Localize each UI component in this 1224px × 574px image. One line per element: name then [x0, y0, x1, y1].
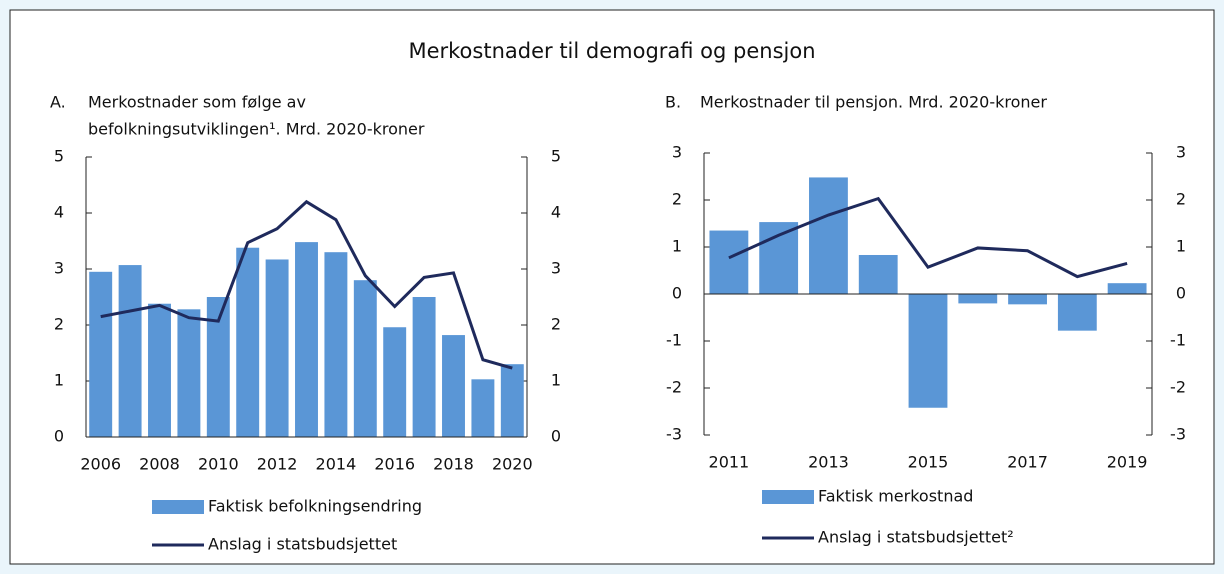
chart-title: Merkostnader til pensjon. Mrd. 2020-kron…: [700, 93, 1047, 112]
x-tick-label: 2015: [908, 453, 949, 472]
bar: [118, 265, 142, 437]
x-tick-label: 2010: [198, 455, 239, 474]
legend-label: Faktisk befolkningsendring: [208, 497, 422, 516]
bar: [1057, 294, 1097, 331]
y-tick-label: 2: [672, 190, 682, 209]
y-tick-label: 3: [672, 143, 682, 162]
bar: [908, 294, 948, 408]
y2-tick-label: 0: [1176, 284, 1186, 303]
y-tick-label: 0: [672, 284, 682, 303]
bar: [809, 177, 848, 294]
y2-tick-label: 3: [1176, 143, 1186, 162]
bar: [412, 297, 436, 437]
y-tick-label: -3: [666, 425, 682, 444]
y-tick-label: -1: [666, 331, 682, 350]
y-tick-label: 1: [54, 371, 64, 390]
y2-tick-label: 2: [551, 315, 561, 334]
bar: [295, 242, 318, 437]
y-tick-label: 4: [54, 203, 64, 222]
panel-label: B.: [665, 93, 681, 112]
y-tick-label: 1: [672, 237, 682, 256]
bar: [206, 297, 230, 437]
x-tick-label: 2020: [492, 455, 533, 474]
legend-label: Faktisk merkostnad: [818, 487, 973, 506]
y2-tick-label: 3: [551, 259, 561, 278]
bar: [265, 259, 289, 437]
bar: [324, 252, 348, 437]
chart-title: befolkningsutviklingen¹. Mrd. 2020-krone…: [88, 120, 425, 139]
y2-tick-label: 1: [1176, 237, 1186, 256]
bar: [1008, 294, 1047, 305]
x-tick-label: 2019: [1107, 453, 1148, 472]
y2-tick-label: -2: [1170, 378, 1186, 397]
y2-tick-label: -3: [1170, 425, 1186, 444]
y-tick-label: -2: [666, 378, 682, 397]
bar: [383, 327, 407, 437]
legend-label: Anslag i statsbudsjettet²: [818, 528, 1014, 547]
bar: [500, 364, 524, 437]
x-tick-label: 2014: [316, 455, 357, 474]
y2-tick-label: 1: [551, 371, 561, 390]
bar: [759, 222, 799, 294]
x-tick-label: 2018: [433, 455, 474, 474]
y-tick-label: 3: [54, 259, 64, 278]
y2-tick-label: -1: [1170, 331, 1186, 350]
chart-title: Merkostnader som følge av: [88, 93, 306, 112]
y2-tick-label: 2: [1176, 190, 1186, 209]
y2-tick-label: 0: [551, 427, 561, 446]
y-tick-label: 5: [54, 147, 64, 166]
y2-tick-label: 5: [551, 147, 561, 166]
bar: [858, 254, 898, 294]
legend-label: Anslag i statsbudsjettet: [208, 535, 397, 554]
bar: [709, 230, 749, 294]
bar: [353, 280, 377, 437]
bar: [471, 379, 495, 437]
legend-swatch: [762, 490, 814, 504]
panel-label: A.: [50, 93, 66, 112]
x-tick-label: 2016: [374, 455, 415, 474]
y-tick-label: 2: [54, 315, 64, 334]
line: [728, 196, 1128, 279]
bar: [148, 303, 171, 437]
x-tick-label: 2006: [80, 455, 121, 474]
panel: [9, 9, 1215, 565]
bar: [177, 309, 201, 437]
x-tick-label: 2011: [709, 453, 750, 472]
line: [100, 199, 513, 370]
bar: [89, 271, 113, 437]
x-tick-label: 2013: [808, 453, 849, 472]
x-tick-label: 2008: [139, 455, 180, 474]
bar: [958, 294, 998, 304]
bar: [1107, 283, 1147, 294]
y2-tick-label: 4: [551, 203, 561, 222]
bar: [236, 247, 260, 437]
y-tick-label: 0: [54, 427, 64, 446]
bar: [442, 335, 465, 437]
x-tick-label: 2017: [1007, 453, 1048, 472]
x-tick-label: 2012: [257, 455, 298, 474]
legend-swatch: [152, 500, 204, 514]
figure-title: Merkostnader til demografi og pensjon: [408, 39, 815, 63]
